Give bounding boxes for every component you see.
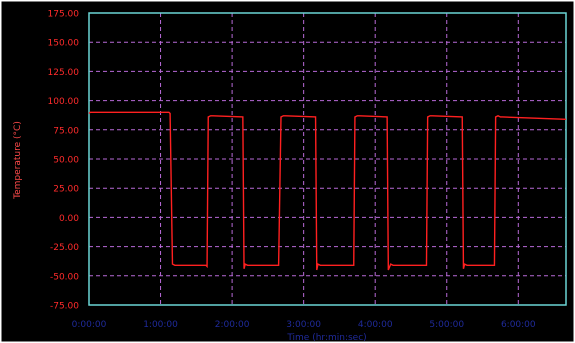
x-tick-label: 5:00:00 [429, 320, 464, 330]
y-tick-label: 0.00 [59, 214, 79, 224]
data-series [88, 111, 567, 271]
y-tick-labels: 175.00 150.00 125.00 100.00 75.00 50.00 25.00 0… [48, 10, 80, 312]
x-tick-label: 2:00:00 [215, 320, 250, 330]
x-tick-label: 6:00:00 [501, 320, 536, 330]
y-tick-label: 25.00 [53, 185, 79, 195]
grid-lines [89, 13, 566, 305]
x-tick-label: 3:00:00 [286, 320, 321, 330]
y-axis-title: Temperature (°C) [13, 121, 23, 200]
temperature-series-line [88, 111, 567, 271]
y-tick-label: 50.00 [53, 156, 79, 166]
y-tick-label: -50.00 [50, 272, 79, 282]
y-tick-label: 100.00 [48, 97, 80, 107]
x-tick-label: 4:00:00 [358, 320, 393, 330]
y-tick-label: 75.00 [53, 126, 79, 136]
x-tick-labels: 0:00:00 1:00:00 2:00:00 3:00:00 4:00:00 5:00:… [72, 320, 536, 330]
y-tick-label: 125.00 [48, 68, 80, 78]
y-tick-label: -75.00 [50, 302, 79, 312]
plot-area-border [88, 12, 567, 306]
x-axis-title: Time (hr:min:sec) [286, 333, 366, 343]
y-tick-label: 175.00 [48, 10, 80, 20]
x-tick-label: 0:00:00 [72, 320, 107, 330]
y-tick-label: 150.00 [48, 39, 80, 49]
x-tick-label: 1:00:00 [143, 320, 178, 330]
y-tick-label: -25.00 [50, 243, 79, 253]
